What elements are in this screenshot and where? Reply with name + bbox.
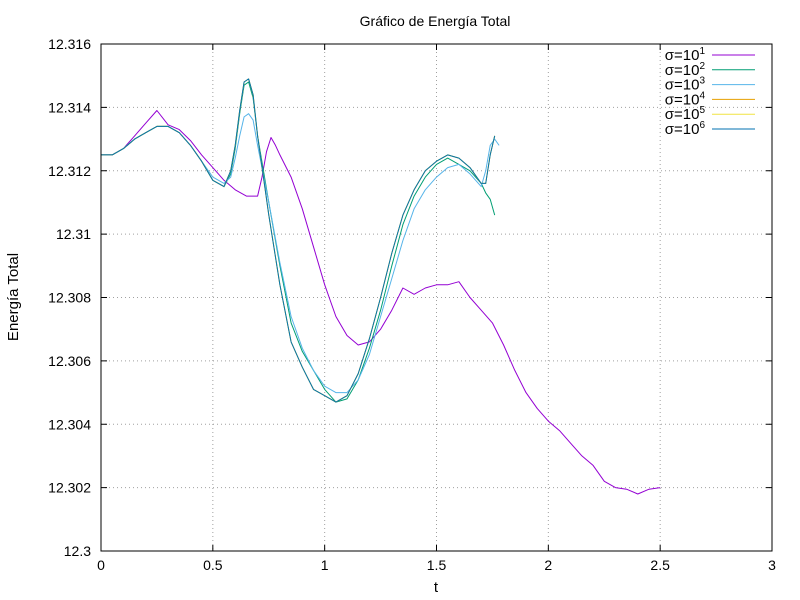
y-tick-label: 12.304 [48,416,91,432]
x-tick-label: 0 [97,557,105,573]
y-tick-label: 12.308 [48,290,91,306]
x-tick-label: 3 [768,557,776,573]
x-axis-label: t [434,579,439,596]
y-axis-label: Energía Total [5,253,22,341]
series-lines [101,78,661,495]
x-tick-label: 0.5 [203,557,223,573]
x-tick-label: 2 [544,557,552,573]
y-tick-label: 12.312 [48,163,91,179]
legend-label-5: σ=105 [665,105,706,123]
x-tick-label: 1.5 [427,557,447,573]
legend-label-2: σ=102 [665,61,706,79]
x-axis-ticks: 0 0.5 1 1.5 2 2.5 3 [97,44,776,573]
legend-label-4: σ=104 [665,90,706,108]
legend-label-3: σ=103 [665,76,706,94]
chart-title: Gráfico de Energía Total [360,13,511,29]
y-tick-label: 12.3 [64,543,91,559]
x-tick-label: 2.5 [650,557,670,573]
y-tick-label: 12.302 [48,480,91,496]
y-tick-label: 12.314 [48,99,91,115]
x-tick-label: 1 [321,557,329,573]
y-axis-ticks: 12.3 12.302 12.304 12.306 12.308 12.31 12.312 1… [48,36,772,559]
y-tick-label: 12.31 [56,226,91,242]
y-tick-label: 12.316 [48,36,91,52]
legend-label-1: σ=101 [665,46,706,64]
legend-label-6: σ=106 [665,120,706,138]
series-line-1 [101,110,661,495]
y-tick-label: 12.306 [48,353,91,369]
grid-lines [101,44,772,551]
series-line-6 [101,78,496,403]
